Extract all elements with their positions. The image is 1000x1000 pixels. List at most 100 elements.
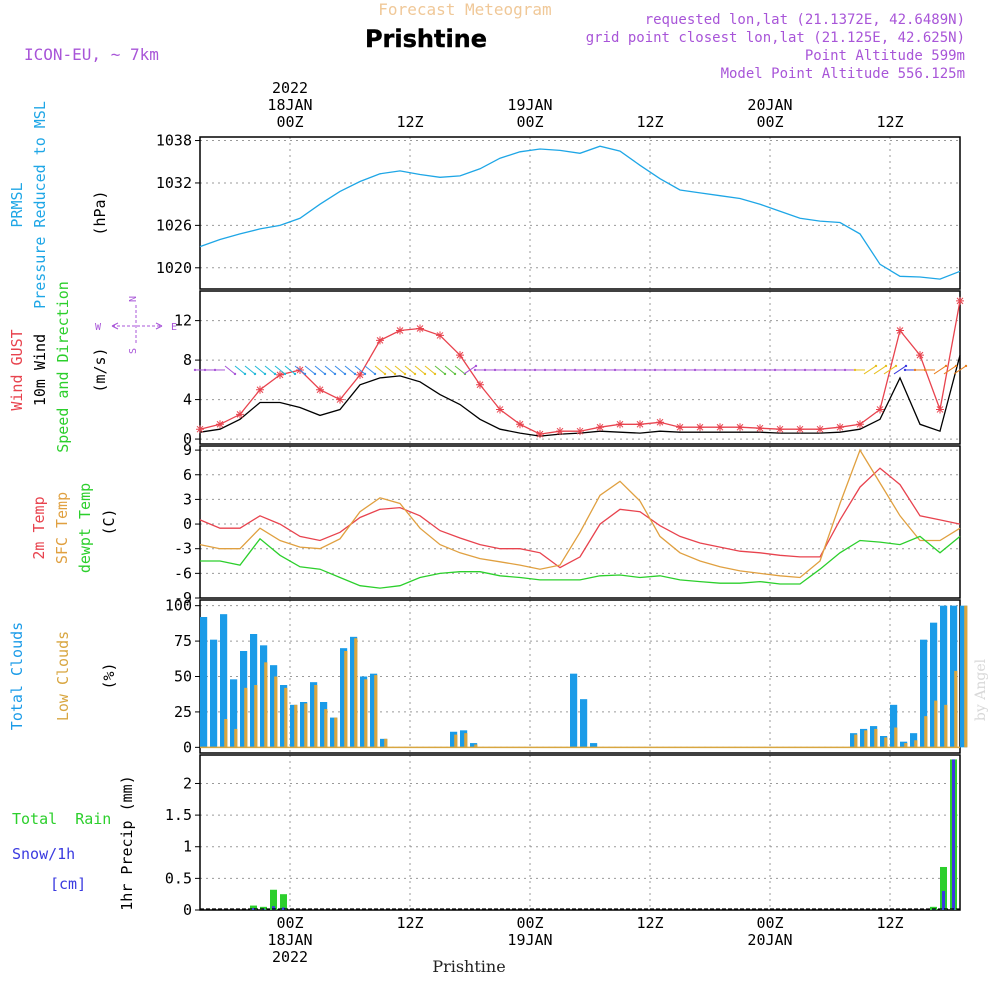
model-label: ICON-EU, ~ 7km bbox=[24, 45, 159, 64]
total-cloud-bar bbox=[340, 648, 348, 748]
wind-arrow-head bbox=[703, 368, 707, 372]
total-cloud-bar bbox=[330, 717, 338, 748]
gust-point bbox=[956, 296, 964, 305]
series-line-sfc-temp bbox=[199, 448, 961, 579]
total-cloud-bar bbox=[450, 731, 458, 748]
total-cloud-bar bbox=[880, 736, 888, 748]
total-cloud-bar bbox=[850, 733, 858, 748]
gust-point bbox=[416, 324, 424, 333]
wind-arrow bbox=[933, 365, 947, 375]
wind-dir-title: Speed and Direction bbox=[54, 281, 72, 453]
wind-arrow bbox=[424, 365, 436, 375]
low-cloud-bar bbox=[254, 685, 258, 748]
ytick-label: 1032 bbox=[156, 174, 192, 192]
gust-point bbox=[256, 385, 264, 394]
time-label-bottom: 00Z bbox=[516, 914, 543, 932]
wind-arrow-head bbox=[283, 372, 287, 376]
wind-arrow-head bbox=[813, 368, 817, 372]
gust-point bbox=[916, 351, 924, 360]
low-cloud-bar bbox=[464, 733, 468, 748]
time-label-bottom: 12Z bbox=[396, 914, 423, 932]
low-cloud-bar bbox=[914, 740, 918, 748]
total-cloud-bar bbox=[230, 679, 238, 748]
gust-point bbox=[676, 423, 684, 432]
wind-arrow bbox=[414, 365, 426, 375]
compass-s: S bbox=[128, 348, 139, 354]
low-cloud-bar bbox=[324, 709, 328, 748]
wind-arrow bbox=[364, 365, 376, 375]
total-cloud-bar bbox=[940, 605, 948, 748]
low-cloud-bar bbox=[364, 679, 368, 748]
wind-arrow bbox=[274, 365, 286, 375]
wind-arrow-head bbox=[733, 368, 737, 372]
gust-point bbox=[876, 405, 884, 414]
wind-arrow-head bbox=[543, 368, 547, 372]
total-cloud-bar bbox=[950, 605, 958, 748]
time-label-bottom: 18JAN bbox=[267, 931, 312, 949]
wind-arrow-head bbox=[904, 364, 908, 368]
wind-arrow-head bbox=[423, 372, 427, 376]
gust-point bbox=[376, 336, 384, 345]
total-cloud-bar bbox=[920, 639, 928, 748]
wind-arrow-head bbox=[613, 368, 617, 372]
panel-pressure-plot: 1020 1026 1032 1038 bbox=[156, 132, 961, 290]
gust-point bbox=[456, 351, 464, 360]
wind-arrow bbox=[374, 365, 386, 375]
wind-arrow bbox=[244, 365, 256, 375]
wind-arrow-head bbox=[503, 368, 507, 372]
snow-legend: Snow/1h bbox=[12, 845, 75, 863]
total-cloud-bar bbox=[900, 741, 908, 748]
gust-point bbox=[356, 370, 364, 379]
total-cloud-bar bbox=[350, 636, 358, 748]
total-cloud-bar bbox=[370, 673, 378, 748]
wind-arrow-head bbox=[193, 368, 197, 372]
gust-point bbox=[776, 425, 784, 434]
wind-arrow bbox=[334, 365, 346, 375]
total-cloud-bar bbox=[260, 645, 268, 748]
low-cloud-bar bbox=[294, 704, 298, 748]
gust-point bbox=[516, 420, 524, 429]
wind-arrow-head bbox=[743, 368, 747, 372]
ytick-label: 0 bbox=[183, 430, 192, 448]
ytick-label: 1038 bbox=[156, 132, 192, 150]
ytick-label: 1020 bbox=[156, 259, 192, 277]
gust-point bbox=[896, 326, 904, 335]
low-cloud-bar bbox=[374, 675, 378, 748]
low-cloud-bar bbox=[904, 743, 908, 748]
total-cloud-title: Total Clouds bbox=[8, 622, 26, 730]
wind-arrow bbox=[264, 365, 276, 375]
total-cloud-bar bbox=[250, 634, 258, 748]
ytick-label: 1 bbox=[183, 838, 192, 856]
total-cloud-bar bbox=[960, 605, 968, 748]
low-cloud-bar bbox=[934, 700, 938, 748]
wind-arrow-head bbox=[253, 372, 257, 376]
wind-arrow-head bbox=[673, 368, 677, 372]
wind-arrow-head bbox=[383, 372, 387, 376]
wind-arrow bbox=[324, 365, 336, 375]
pressure-panel: PRMSL Pressure Reduced to MSL (hPa) bbox=[8, 101, 109, 309]
temperature-panel: 2m Temp SFC Temp dewpt Temp (C) bbox=[30, 483, 118, 573]
wind-arrow-head bbox=[843, 368, 847, 372]
wind-arrow-head bbox=[303, 372, 307, 376]
ytick-label: 100 bbox=[165, 597, 192, 615]
total-cloud-bar bbox=[320, 702, 328, 748]
wind-arrow-head bbox=[823, 368, 827, 372]
panel-wind-plot: 0 4 8 12 bbox=[174, 290, 964, 448]
credit-label: by Angel bbox=[973, 658, 989, 721]
low-cloud-bar bbox=[314, 685, 318, 748]
total-cloud-bar bbox=[470, 743, 478, 748]
low-cloud-bar bbox=[944, 704, 948, 748]
ytick-label: 2 bbox=[183, 774, 192, 792]
gust-point bbox=[696, 423, 704, 432]
gust-point bbox=[396, 326, 404, 335]
wind-arrow-head bbox=[343, 372, 347, 376]
ytick-label: -9 bbox=[174, 589, 192, 607]
model-altitude: Model Point Altitude 556.125m bbox=[721, 66, 965, 82]
total-cloud-bar bbox=[910, 733, 918, 748]
wind-arrow-head bbox=[363, 372, 367, 376]
ytick-label: 8 bbox=[183, 351, 192, 369]
compass-rose: N S W E bbox=[95, 296, 177, 354]
precip-panel: 1hr Precip (mm) Total Rain Snow/1h [cm] bbox=[12, 775, 136, 910]
low-cloud-bar bbox=[234, 728, 238, 748]
wind-arrow-head bbox=[523, 368, 527, 372]
